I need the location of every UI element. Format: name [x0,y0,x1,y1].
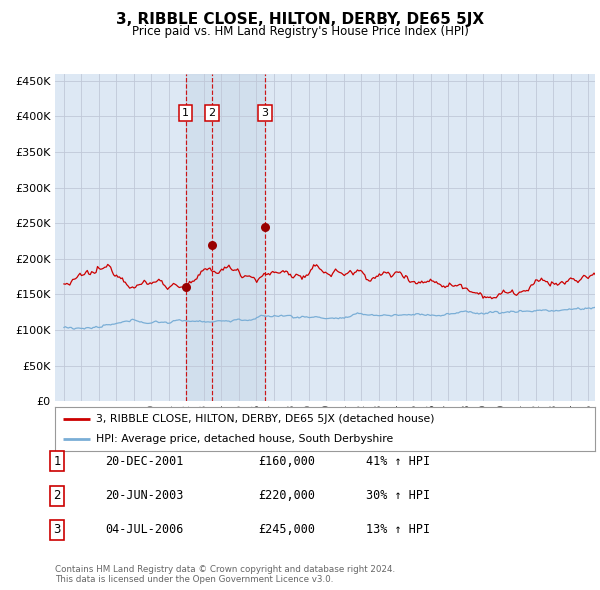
Text: 04-JUL-2006: 04-JUL-2006 [105,523,184,536]
Text: Price paid vs. HM Land Registry's House Price Index (HPI): Price paid vs. HM Land Registry's House … [131,25,469,38]
Text: 20-DEC-2001: 20-DEC-2001 [105,455,184,468]
Text: 3, RIBBLE CLOSE, HILTON, DERBY, DE65 5JX: 3, RIBBLE CLOSE, HILTON, DERBY, DE65 5JX [116,12,484,27]
Text: 41% ↑ HPI: 41% ↑ HPI [366,455,430,468]
Text: 13% ↑ HPI: 13% ↑ HPI [366,523,430,536]
Text: HPI: Average price, detached house, South Derbyshire: HPI: Average price, detached house, Sout… [96,434,393,444]
Text: £220,000: £220,000 [258,489,315,502]
Text: 3, RIBBLE CLOSE, HILTON, DERBY, DE65 5JX (detached house): 3, RIBBLE CLOSE, HILTON, DERBY, DE65 5JX… [96,414,434,424]
Text: 1: 1 [182,108,189,118]
Text: 1: 1 [53,455,61,468]
Text: 3: 3 [262,108,269,118]
Text: £160,000: £160,000 [258,455,315,468]
Text: 20-JUN-2003: 20-JUN-2003 [105,489,184,502]
Text: £245,000: £245,000 [258,523,315,536]
Text: 30% ↑ HPI: 30% ↑ HPI [366,489,430,502]
Text: Contains HM Land Registry data © Crown copyright and database right 2024.
This d: Contains HM Land Registry data © Crown c… [55,565,395,584]
Text: 3: 3 [53,523,61,536]
Text: 2: 2 [53,489,61,502]
Text: 2: 2 [208,108,215,118]
Bar [186,74,265,401]
